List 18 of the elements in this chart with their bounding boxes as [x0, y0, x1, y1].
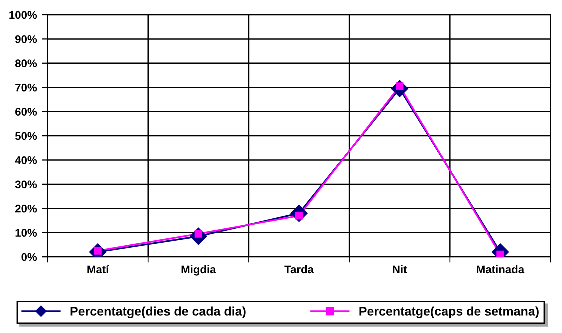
x-tick-label: Migdia [182, 265, 216, 276]
x-tick-label: Matinada [477, 265, 525, 274]
y-tick-label: 0% [22, 253, 38, 262]
y-tick-label: 90% [16, 35, 38, 44]
y-tick-label: 100% [10, 11, 38, 20]
x-tick-label: Matí [88, 265, 110, 274]
y-tick-label: 50% [15, 132, 38, 140]
legend-label: Percentatge(dies de cada dia) [70, 306, 246, 318]
y-tick-label: 30% [15, 180, 38, 189]
x-tick-label: Tarda [284, 265, 314, 274]
y-tick-label: 70% [16, 84, 38, 92]
y-tick-label: 80% [15, 60, 38, 68]
x-tick-label: Nit [393, 265, 408, 274]
y-tick-label: 60% [16, 108, 38, 116]
legend-label: Percentatge(caps de setmana) [360, 306, 539, 318]
y-tick-label: 40% [15, 156, 38, 164]
y-tick-label: 10% [16, 229, 38, 237]
y-tick-label: 20% [16, 204, 38, 213]
